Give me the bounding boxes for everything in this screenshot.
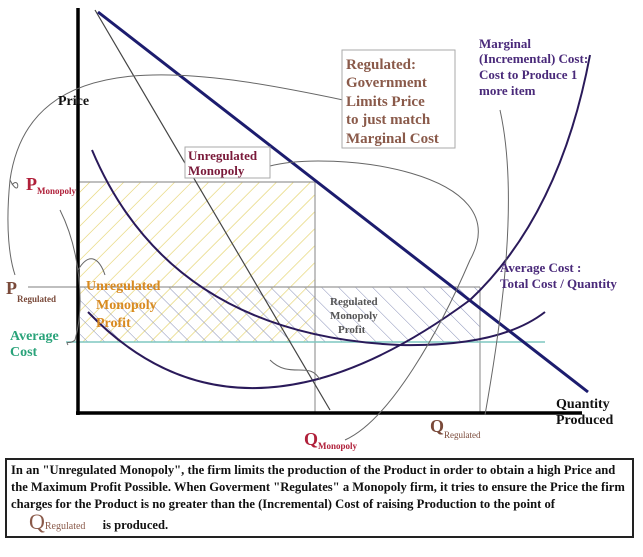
regulated-box-line-2: Government (346, 75, 427, 91)
unregulated-box-line-2: Monopoly (188, 163, 245, 178)
annotation-arrows (7, 74, 509, 441)
unregulated-profit-label-2: Monopoly (96, 298, 157, 313)
marginal-cost-label-4: more item (479, 83, 536, 98)
regulated-box (341, 49, 456, 149)
caption-q: Q (29, 509, 45, 534)
marginal-cost-label-2: (Incremental) Cost: (479, 51, 588, 66)
explanation-caption: In an "Unregulated Monopoly", the firm l… (5, 458, 634, 538)
marginal-cost-label-3: Cost to Produce 1 (479, 67, 577, 82)
regulated-box-line-5: Marginal Cost (346, 131, 439, 147)
unregulated-monopoly-box (184, 146, 271, 179)
marginal-cost-label-1: Marginal (479, 36, 531, 51)
regulated-profit-label-1: Regulated (330, 296, 378, 308)
regulated-profit-label-2: Monopoly (330, 310, 378, 322)
q-monopoly-label: QMonopoly (304, 429, 358, 451)
p-monopoly-label: PMonopoly (26, 174, 77, 196)
caption-text: In an "Unregulated Monopoly", the firm l… (11, 463, 625, 511)
average-cost-label-1: Average (10, 329, 59, 344)
regulated-box-line-1: Regulated: (346, 57, 416, 73)
caption-tail: is produced. (102, 518, 169, 532)
y-axis-label: Price (58, 94, 89, 109)
regulated-profit-label-3: Profit (338, 324, 366, 336)
x-axis-label-1: Quantity (556, 397, 610, 412)
unregulated-box-line-1: Unregulated (188, 148, 258, 163)
x-axis-label-2: Produced (556, 413, 614, 428)
marginal-cost-curve (87, 54, 591, 389)
p-regulated-label: PRegulated (6, 278, 56, 304)
caption-q-sub: Regulated (44, 521, 86, 532)
average-cost-curve-label-2: Total Cost / Quantity (500, 276, 617, 291)
regulated-box-line-3: Limits Price (346, 94, 425, 110)
regulated-profit-area (80, 287, 480, 342)
unregulated-profit-label-3: Profit (96, 316, 131, 331)
average-cost-label-2: Cost (10, 345, 38, 360)
q-regulated-label: QRegulated (430, 416, 481, 440)
regulated-box-line-4: to just match (346, 112, 431, 128)
average-cost-curve (91, 149, 546, 347)
average-cost-curve-label-1: Average Cost : (500, 260, 581, 275)
unregulated-profit-label-1: Unregulated (86, 279, 161, 294)
marginal-revenue-line (94, 9, 331, 411)
